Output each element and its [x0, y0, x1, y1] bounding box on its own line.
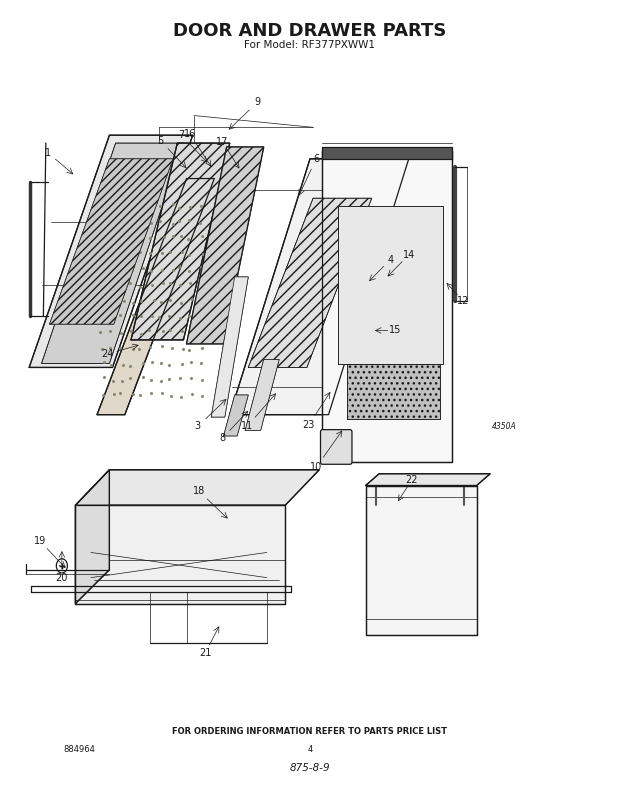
Polygon shape: [322, 147, 452, 159]
Text: 15: 15: [389, 325, 401, 336]
Polygon shape: [131, 143, 230, 340]
Text: 11: 11: [241, 422, 253, 431]
Polygon shape: [76, 470, 109, 604]
Text: 17: 17: [216, 137, 229, 146]
Polygon shape: [29, 135, 193, 367]
Text: 21: 21: [199, 649, 211, 658]
Polygon shape: [42, 143, 184, 363]
Text: 3: 3: [195, 422, 201, 431]
Polygon shape: [76, 506, 285, 604]
Polygon shape: [366, 474, 490, 486]
Text: 16: 16: [184, 129, 196, 138]
Text: 22: 22: [405, 475, 418, 485]
Text: 19: 19: [33, 536, 46, 546]
Polygon shape: [248, 198, 372, 367]
Text: 7: 7: [179, 130, 185, 140]
Text: 24: 24: [101, 349, 113, 359]
Polygon shape: [245, 359, 279, 431]
Text: 23: 23: [303, 420, 315, 430]
Text: 4: 4: [387, 254, 393, 265]
Text: 8: 8: [219, 433, 226, 443]
Text: 20: 20: [56, 573, 68, 583]
Polygon shape: [366, 486, 477, 635]
Text: 10: 10: [310, 462, 322, 472]
Text: 6: 6: [313, 154, 319, 164]
Text: 9: 9: [254, 97, 260, 107]
Text: DOOR AND DRAWER PARTS: DOOR AND DRAWER PARTS: [174, 22, 446, 40]
Text: For Model: RF377PXWW1: For Model: RF377PXWW1: [244, 40, 376, 51]
FancyBboxPatch shape: [321, 430, 352, 465]
Polygon shape: [338, 206, 443, 363]
Polygon shape: [76, 470, 319, 506]
Text: 14: 14: [402, 250, 415, 260]
Text: 4: 4: [308, 745, 312, 754]
Text: 18: 18: [193, 486, 205, 496]
Polygon shape: [230, 159, 409, 415]
Polygon shape: [224, 395, 248, 436]
Text: 12: 12: [457, 295, 469, 306]
Text: 4350A: 4350A: [492, 422, 517, 431]
Polygon shape: [322, 151, 452, 462]
Text: 5: 5: [157, 136, 164, 145]
Polygon shape: [187, 147, 264, 344]
Text: 875-8-9: 875-8-9: [290, 763, 330, 773]
Polygon shape: [211, 277, 248, 417]
Text: 884964: 884964: [63, 745, 95, 754]
Text: 1: 1: [45, 148, 51, 157]
Polygon shape: [97, 179, 215, 415]
Polygon shape: [50, 159, 173, 324]
Text: FOR ORDERING INFORMATION REFER TO PARTS PRICE LIST: FOR ORDERING INFORMATION REFER TO PARTS …: [172, 728, 448, 736]
Polygon shape: [347, 363, 440, 419]
